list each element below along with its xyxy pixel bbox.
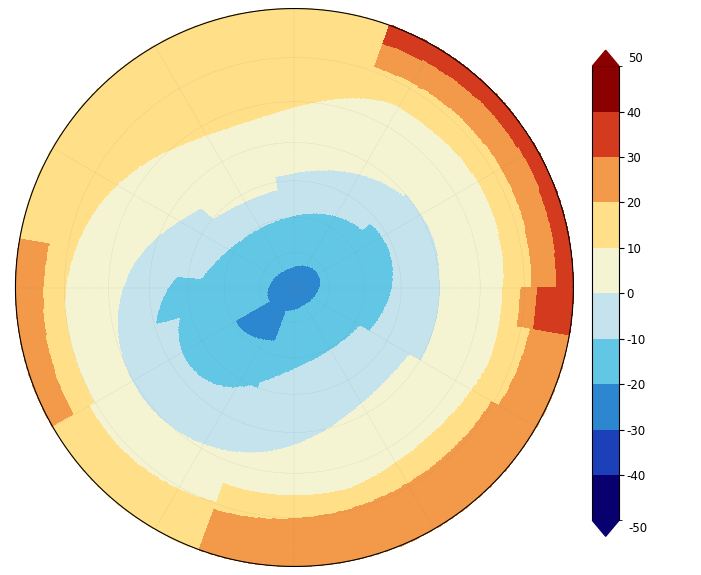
Text: -50: -50 [628,522,648,535]
FancyArrow shape [592,520,619,536]
Text: 50: 50 [628,52,643,64]
FancyArrow shape [592,50,619,66]
